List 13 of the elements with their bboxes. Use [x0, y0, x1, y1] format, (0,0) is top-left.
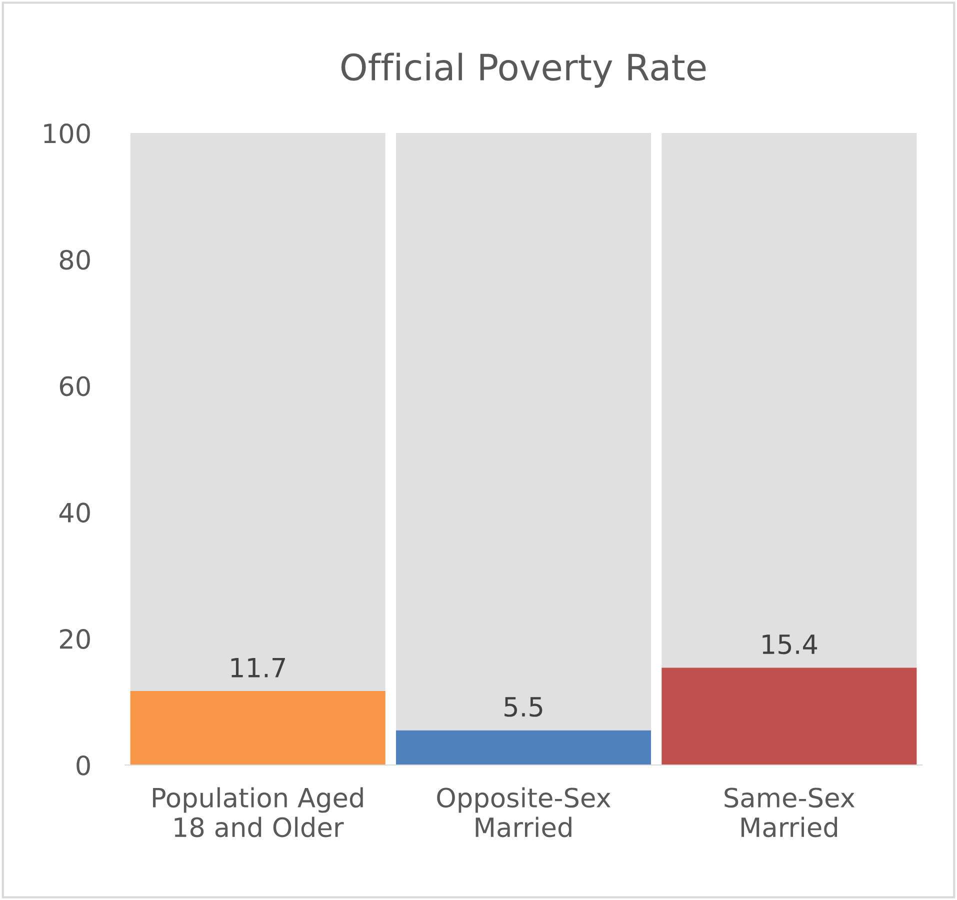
- y-tick-label: 0: [76, 755, 90, 776]
- y-tick-label: 80: [60, 250, 90, 270]
- x-tick-label: Population Aged 18 and Older: [153, 787, 363, 838]
- chart-title: Official Poverty Rate: [341, 52, 706, 88]
- y-tick-label: 20: [60, 629, 90, 649]
- x-tick-label: Same-Sex Married: [724, 788, 855, 838]
- x-tick-label: Opposite-Sex Married: [437, 787, 610, 838]
- y-tick-label: 40: [59, 502, 90, 523]
- data-label: 11.7: [231, 658, 285, 678]
- data-label: 15.4: [762, 634, 818, 654]
- data-label: 5.5: [504, 697, 542, 717]
- y-tick-label: 100: [44, 123, 90, 144]
- y-tick-label: 60: [60, 376, 90, 396]
